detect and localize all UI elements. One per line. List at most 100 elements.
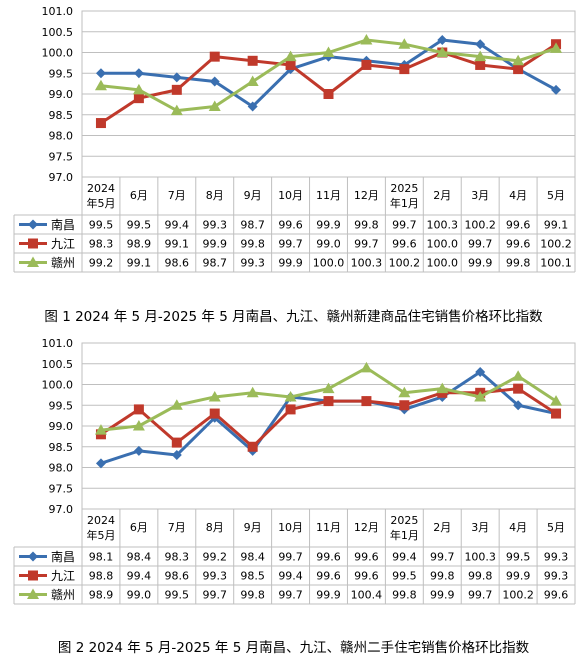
c1-table-value: 100.0 (427, 238, 459, 251)
c2-data-point (171, 437, 182, 448)
c1-table-value: 99.8 (240, 238, 265, 251)
c2-table-value: 98.4 (240, 551, 265, 564)
c1-table-value: 100.2 (540, 238, 572, 251)
c2-data-point (209, 408, 220, 419)
c2-data-point (436, 382, 449, 394)
c2-data-point (247, 441, 258, 452)
c2-data-point (170, 399, 183, 410)
c2-series-3 (94, 361, 563, 435)
c2-table-value: 100.4 (351, 589, 383, 602)
c2-table-value: 98.5 (240, 570, 265, 583)
c2-data-point (513, 400, 524, 411)
c1-table-value: 99.6 (278, 219, 303, 232)
c1-data-point (475, 59, 486, 70)
c2-table-value: 99.3 (544, 570, 569, 583)
c2-table-value: 99.6 (316, 551, 341, 564)
c1-table-value: 99.7 (278, 238, 303, 251)
c2-x-tick-label: 10月 (278, 521, 303, 534)
c1-data-point (323, 89, 334, 99)
c2-table-value: 99.5 (165, 589, 190, 602)
c2-data-point (133, 404, 144, 415)
c2-table-value: 99.6 (544, 589, 569, 602)
c2-data-point (94, 424, 107, 435)
c1-table-value: 99.9 (278, 257, 303, 270)
c2-data-point (361, 396, 372, 407)
c1-y-tick-label: 100.5 (42, 26, 74, 39)
c2-x-tick-label: 2024 (87, 514, 115, 527)
c2-y-tick-label: 97.5 (49, 482, 74, 495)
c1-y-tick-label: 97.0 (49, 171, 74, 184)
c1-legend-label: 赣州 (51, 256, 75, 270)
c2-table-value: 98.8 (89, 570, 114, 583)
c1-table-value: 99.9 (202, 238, 227, 251)
c1-table-value: 99.7 (354, 238, 379, 251)
c2-table-value: 99.9 (506, 570, 531, 583)
c1-y-tick-label: 99.0 (49, 88, 74, 101)
c1-table-value: 98.9 (127, 238, 152, 251)
c2-table-value: 99.9 (316, 589, 341, 602)
chart-2-caption: 图 2 2024 年 5 月-2025 年 5 月南昌、九江、赣州二手住宅销售价… (57, 640, 530, 656)
c2-legend-label: 赣州 (51, 588, 75, 602)
c2-table-value: 98.4 (127, 551, 152, 564)
c1-data-point (360, 34, 373, 45)
c2-table-value: 99.7 (468, 589, 493, 602)
c2-table-value: 99.7 (278, 551, 303, 564)
c2-table-value: 99.8 (430, 570, 455, 583)
c2-y-tick-label: 99.5 (49, 399, 74, 412)
c1-x-tick-label: 5月 (547, 189, 565, 202)
c1-x-tick-label: 4月 (509, 189, 527, 202)
c2-data-point (95, 458, 106, 469)
c2-data-point (513, 383, 524, 394)
c1-data-point (247, 101, 258, 112)
c1-data-point (550, 42, 563, 53)
c1-table-value: 99.9 (468, 257, 493, 270)
c1-x-tick-label: 3月 (471, 189, 489, 202)
c2-y-tick-label: 100.5 (42, 358, 74, 371)
c1-table-value: 100.3 (351, 257, 383, 270)
c2-x-tick-label: 6月 (130, 521, 148, 534)
c2-table-value: 99.4 (392, 551, 417, 564)
c1-data-point (474, 50, 487, 62)
c1-table-value: 100.2 (389, 257, 421, 270)
c1-table-value: 99.1 (127, 257, 152, 270)
c2-table-value: 99.9 (430, 589, 455, 602)
c1-x-tick-label: 11月 (316, 189, 341, 202)
c1-y-tick-label: 99.5 (49, 67, 74, 80)
c2-data-point (132, 420, 145, 431)
c1-x-tick-label: 6月 (130, 189, 148, 202)
c1-x-tick-label: 8月 (206, 189, 224, 202)
c2-y-tick-label: 99.0 (49, 420, 74, 433)
c1-table-value: 99.3 (240, 257, 265, 270)
c1-table-value: 99.5 (127, 219, 152, 232)
c2-table-value: 98.3 (165, 551, 190, 564)
c1-legend-key-marker (28, 238, 38, 249)
c1-data-point (208, 100, 221, 111)
c1-data-point (475, 39, 486, 50)
c1-data-point (246, 75, 259, 87)
c1-y-tick-label: 98.0 (49, 130, 74, 143)
c1-x-tick-label: 10月 (278, 189, 303, 202)
c2-table-value: 98.6 (165, 570, 190, 583)
c1-y-tick-label: 100.0 (42, 47, 74, 60)
c1-x-tick-label: 年5月 (86, 196, 115, 210)
c2-table-value: 99.2 (202, 551, 227, 564)
c2-series-1 (95, 367, 562, 469)
c1-table-value: 100.0 (313, 257, 345, 270)
c2-table-value: 99.4 (278, 570, 303, 583)
c2-data-point (285, 404, 296, 415)
c1-table-value: 99.6 (506, 219, 531, 232)
c1-data-point (133, 93, 144, 104)
c2-table-value: 99.3 (202, 570, 227, 583)
c1-data-point (94, 79, 107, 91)
c2-x-tick-label: 7月 (168, 521, 186, 534)
c1-data-point (285, 59, 296, 70)
c2-table-value: 99.6 (354, 570, 379, 583)
c2-y-tick-label: 97.0 (49, 503, 74, 516)
c1-data-point (284, 50, 297, 62)
c1-x-tick-label: 12月 (354, 189, 379, 202)
c2-table-value: 99.4 (127, 570, 152, 583)
c2-data-point (360, 361, 373, 373)
c1-legend-key-marker (28, 219, 38, 230)
c1-data-point (95, 68, 106, 79)
c2-x-tick-label: 8月 (206, 521, 224, 534)
